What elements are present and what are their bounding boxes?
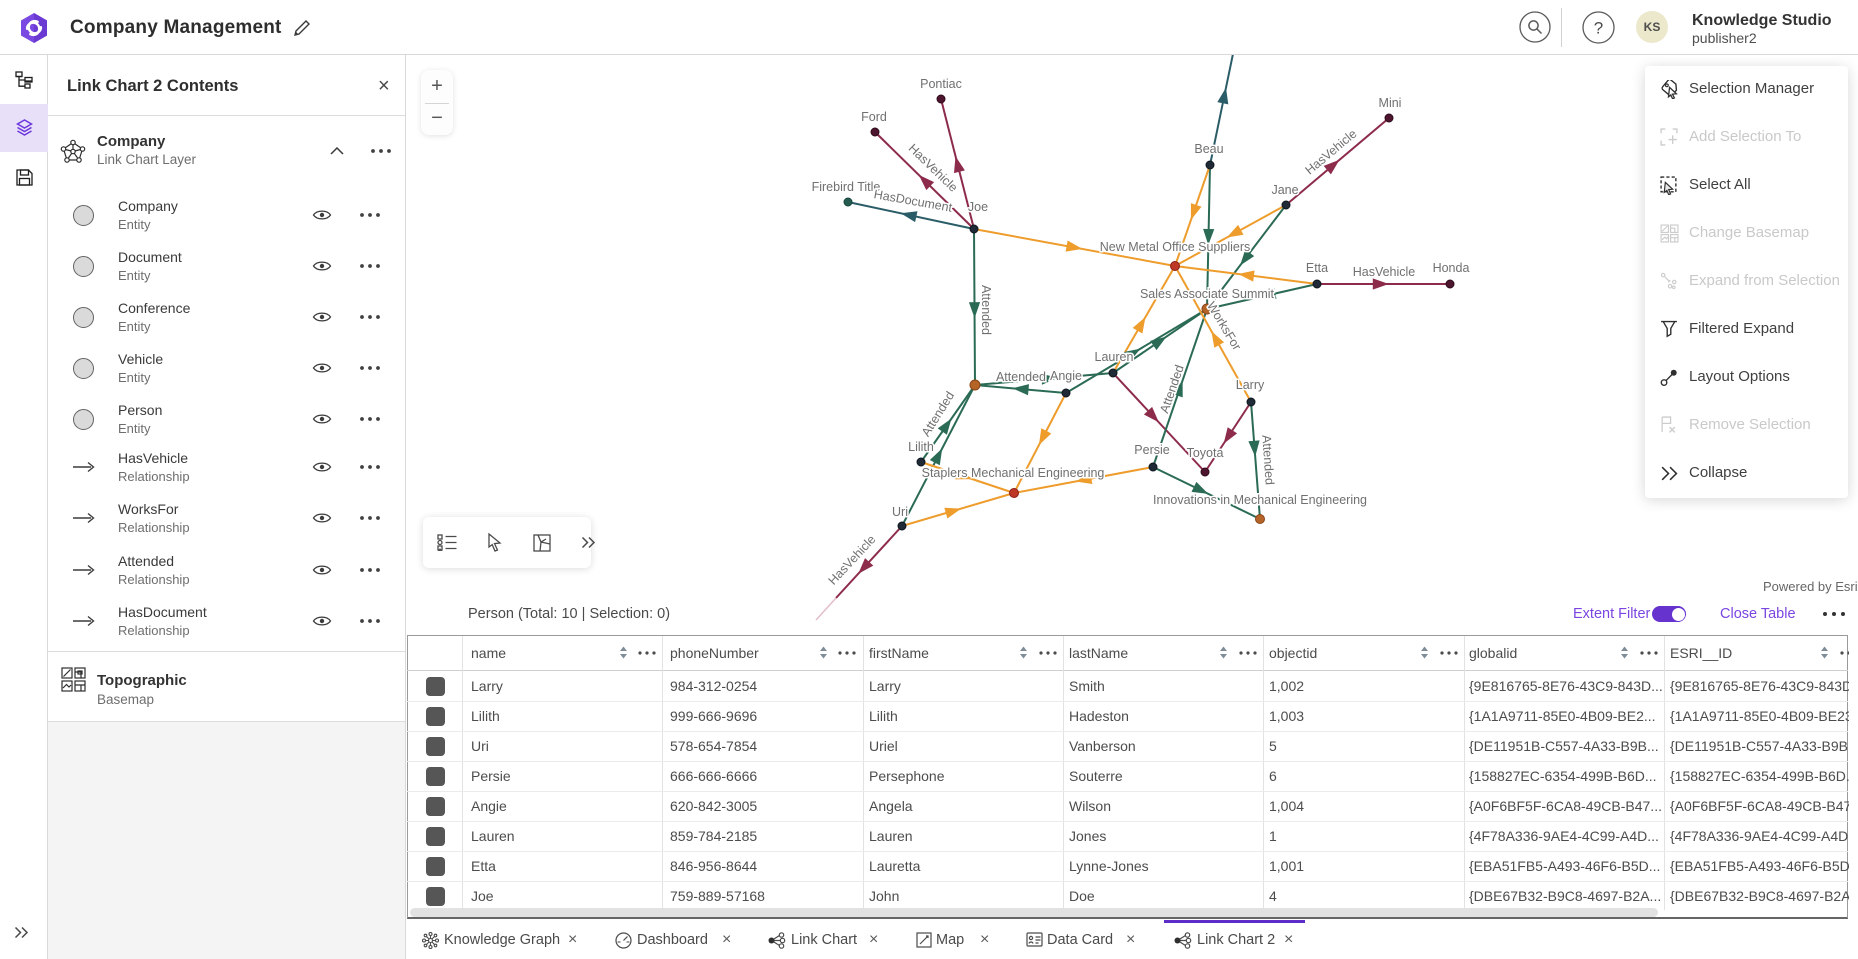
svg-text:Uri: Uri xyxy=(892,505,908,519)
svg-text:Jane: Jane xyxy=(1271,183,1298,197)
svg-text:Honda: Honda xyxy=(1433,261,1470,275)
svg-text:Toyota: Toyota xyxy=(1187,446,1224,460)
svg-text:Lauren: Lauren xyxy=(1095,350,1134,364)
svg-text:Firebird Title: Firebird Title xyxy=(812,180,881,194)
svg-text:HasVehicle: HasVehicle xyxy=(906,141,961,195)
svg-text:Attended: Attended xyxy=(979,285,993,335)
svg-text:Etta: Etta xyxy=(1306,261,1328,275)
svg-text:Beau: Beau xyxy=(1194,142,1223,156)
svg-text:Attended: Attended xyxy=(996,370,1046,384)
svg-text:Angie: Angie xyxy=(1050,369,1082,383)
svg-text:New Metal Office Suppliers: New Metal Office Suppliers xyxy=(1100,240,1251,254)
svg-text:WorksFor: WorksFor xyxy=(1204,299,1244,352)
svg-text:?: ? xyxy=(1594,19,1603,38)
svg-text:Staplers Mechanical Engineerin: Staplers Mechanical Engineering xyxy=(922,466,1105,480)
svg-text:Sales Associate Summit: Sales Associate Summit xyxy=(1140,287,1275,301)
svg-text:Mini: Mini xyxy=(1379,96,1402,110)
svg-text:Pontiac: Pontiac xyxy=(920,77,962,91)
svg-text:Persie: Persie xyxy=(1134,443,1169,457)
svg-text:Attended: Attended xyxy=(1259,435,1276,486)
svg-text:Innovations in Mechanical Engi: Innovations in Mechanical Engineering xyxy=(1153,493,1367,507)
svg-text:Lilith: Lilith xyxy=(908,440,934,454)
svg-text:Joe: Joe xyxy=(968,200,988,214)
svg-text:Ford: Ford xyxy=(861,110,887,124)
svg-text:Larry: Larry xyxy=(1236,378,1265,392)
svg-text:HasVehicle: HasVehicle xyxy=(1353,265,1416,279)
